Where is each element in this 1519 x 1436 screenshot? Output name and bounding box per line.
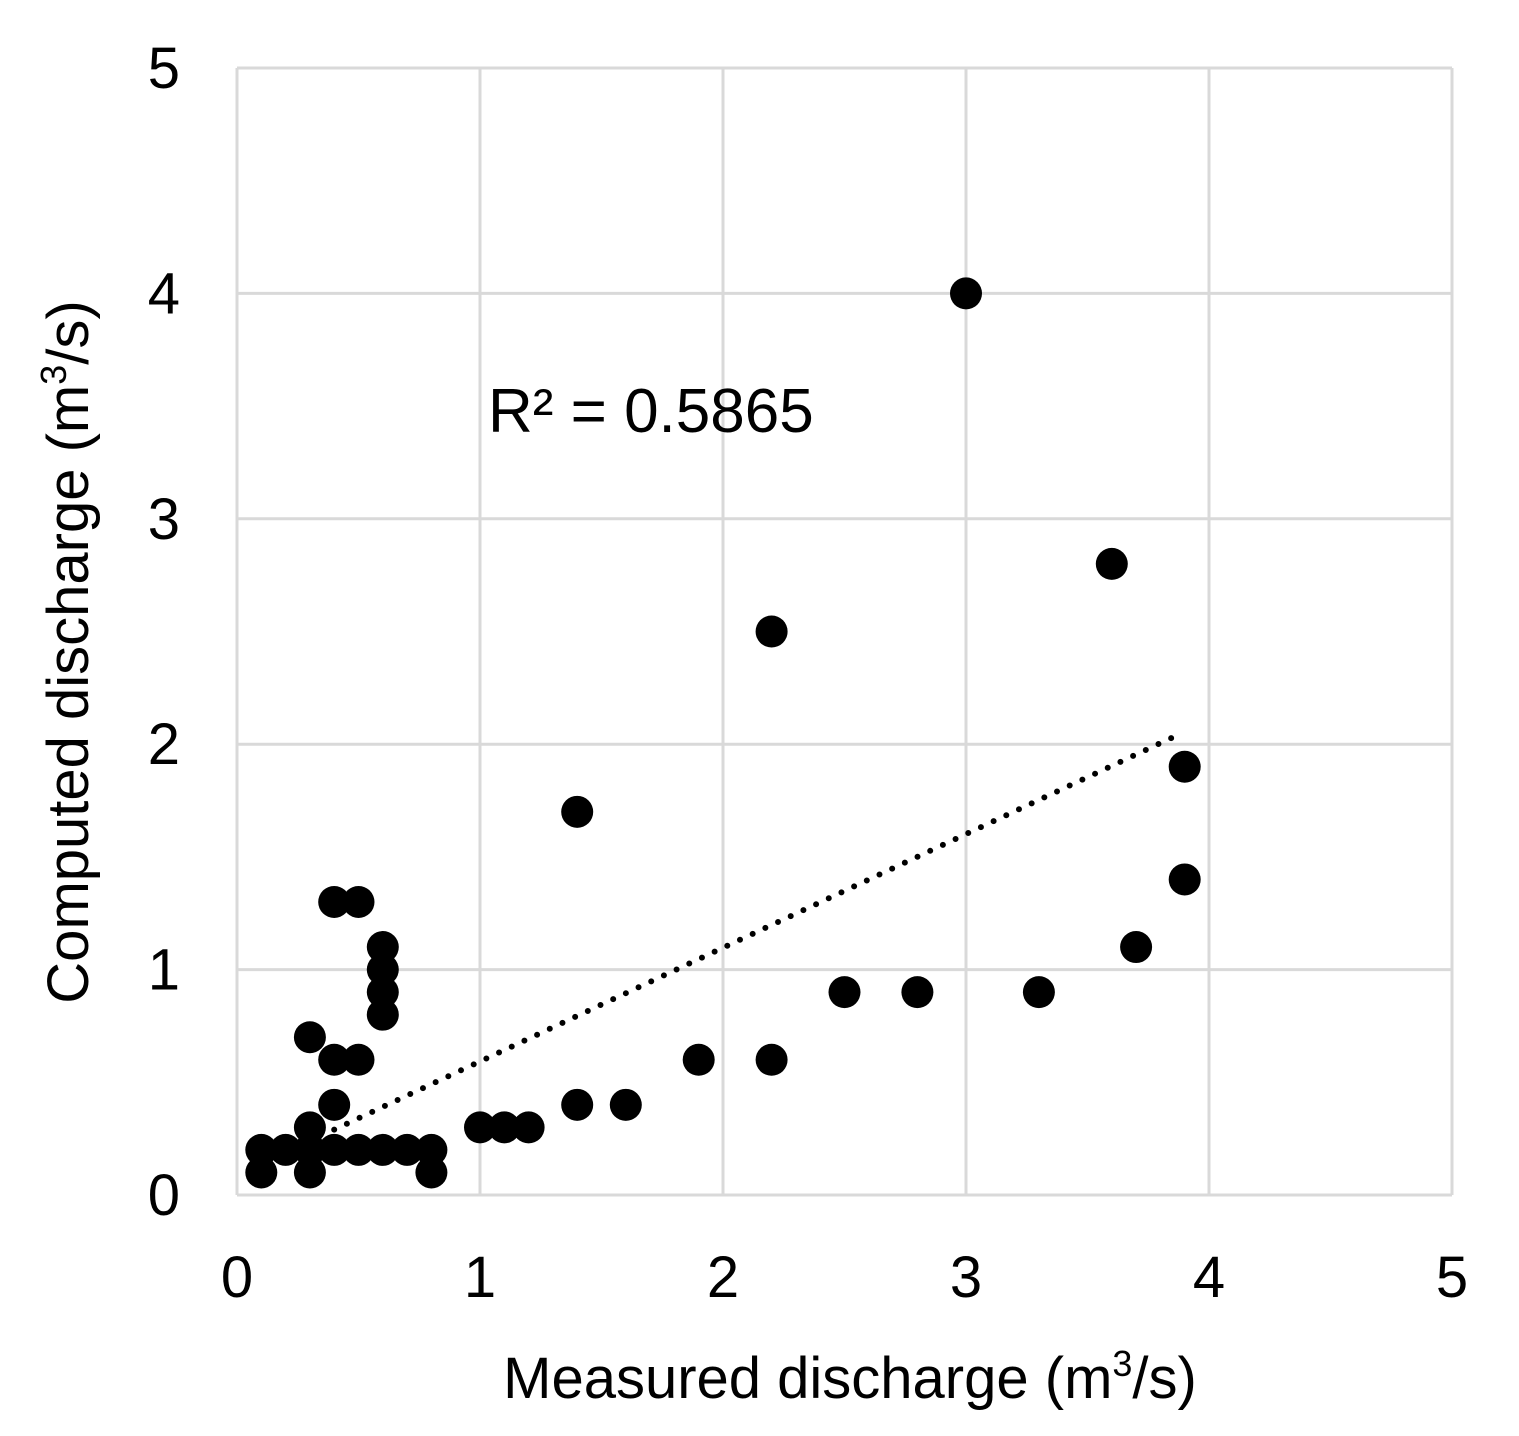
data-point: [561, 1088, 594, 1121]
data-point: [318, 885, 351, 918]
x-axis-title-superscript: 3: [1112, 1343, 1132, 1384]
data-point: [366, 976, 399, 1009]
data-point: [901, 976, 934, 1009]
data-point: [488, 1111, 521, 1144]
y-axis-title: Computed discharge (m3/s): [33, 300, 101, 1003]
x-tick-label-2: 2: [707, 1245, 739, 1310]
data-point: [415, 1133, 448, 1166]
x-axis-title-prefix: Measured discharge (m: [503, 1346, 1112, 1411]
data-point: [512, 1111, 545, 1144]
data-point: [755, 615, 788, 648]
data-point: [366, 1133, 399, 1166]
x-tick-label-3: 3: [950, 1245, 982, 1310]
data-point: [318, 1088, 351, 1121]
y-tick-label-5: 5: [148, 36, 180, 101]
data-point: [828, 976, 861, 1009]
y-tick-label-3: 3: [148, 487, 180, 552]
data-point: [366, 998, 399, 1031]
data-point: [464, 1111, 496, 1144]
data-point: [366, 931, 399, 964]
data-point: [391, 1133, 424, 1166]
y-tick-label-0: 0: [148, 1163, 180, 1228]
data-point: [342, 1133, 375, 1166]
data-point: [950, 277, 982, 310]
data-point: [293, 1133, 326, 1166]
data-points: [245, 277, 1201, 1189]
x-tick-label-1: 1: [464, 1245, 496, 1310]
data-point: [269, 1133, 302, 1166]
y-tick-label-4: 4: [148, 261, 180, 326]
y-tick-label-2: 2: [148, 712, 180, 777]
data-point: [415, 1156, 448, 1189]
x-tick-label-4: 4: [1193, 1245, 1225, 1310]
data-point: [1168, 863, 1201, 896]
data-point: [293, 1021, 326, 1054]
data-point: [1168, 750, 1201, 783]
r-squared-annotation: R² = 0.5865: [488, 377, 814, 446]
data-point: [1120, 931, 1153, 964]
data-point: [755, 1043, 788, 1076]
grid: [235, 66, 1454, 1197]
x-tick-label-5: 5: [1436, 1245, 1468, 1310]
tick-labels: 0 1 2 3 4 5 0 1 2 3 4 5: [148, 36, 1468, 1310]
trendline-group: [331, 734, 1176, 1133]
data-point: [245, 1156, 278, 1189]
data-point: [366, 953, 399, 986]
data-point: [561, 795, 594, 828]
data-point: [293, 1111, 326, 1144]
data-point: [245, 1133, 278, 1166]
data-point: [342, 1043, 375, 1076]
y-tick-label-1: 1: [148, 938, 180, 1003]
trendline: [331, 734, 1176, 1133]
data-point: [342, 885, 375, 918]
data-point: [293, 1156, 326, 1189]
y-axis-title-prefix: Computed discharge (m: [36, 385, 101, 1004]
x-axis-title: Measured discharge (m3/s): [503, 1343, 1197, 1411]
data-point: [1022, 976, 1055, 1009]
x-tick-label-0: 0: [221, 1245, 253, 1310]
y-axis-title-superscript: 3: [33, 365, 74, 385]
data-point: [682, 1043, 715, 1076]
y-axis-title-suffix: /s): [36, 300, 101, 364]
data-point: [318, 1043, 351, 1076]
data-point: [1095, 547, 1128, 580]
data-point: [609, 1088, 642, 1121]
x-axis-title-suffix: /s): [1132, 1346, 1196, 1411]
data-point: [318, 1133, 351, 1166]
